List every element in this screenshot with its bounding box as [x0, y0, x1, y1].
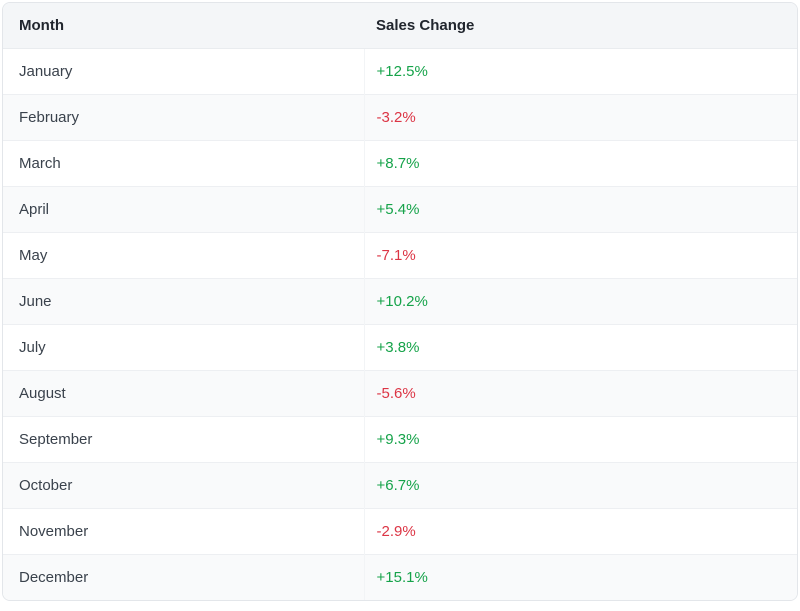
sales-change-cell: +8.7%: [363, 140, 797, 187]
table-row: May -7.1%: [3, 232, 797, 279]
table-row: November -2.9%: [3, 508, 797, 555]
sales-change-cell: +12.5%: [363, 48, 797, 95]
sales-change-cell: -3.2%: [363, 94, 797, 141]
column-header-sales-change: Sales Change: [364, 3, 797, 49]
month-cell: July: [3, 324, 364, 371]
month-cell: November: [3, 508, 364, 555]
table-body: January +12.5% February -3.2% March +8.7…: [3, 48, 797, 600]
month-cell: April: [3, 186, 364, 233]
header-row: Month Sales Change: [3, 3, 797, 49]
sales-change-table: Month Sales Change January +12.5% Februa…: [3, 3, 797, 600]
month-cell: March: [3, 140, 364, 187]
table-row: April +5.4%: [3, 186, 797, 233]
month-cell: September: [3, 416, 364, 463]
table-row: December +15.1%: [3, 554, 797, 600]
table-row: February -3.2%: [3, 94, 797, 141]
table-row: July +3.8%: [3, 324, 797, 371]
table-row: September +9.3%: [3, 416, 797, 463]
table-row: June +10.2%: [3, 278, 797, 325]
month-cell: May: [3, 232, 364, 279]
sales-change-cell: -7.1%: [363, 232, 797, 279]
month-cell: February: [3, 94, 364, 141]
sales-change-table-card: Month Sales Change January +12.5% Februa…: [2, 2, 798, 601]
sales-change-cell: -2.9%: [363, 508, 797, 555]
month-cell: January: [3, 48, 364, 95]
column-header-month: Month: [3, 3, 364, 49]
sales-change-cell: +9.3%: [363, 416, 797, 463]
month-cell: October: [3, 462, 364, 509]
month-cell: December: [3, 554, 364, 600]
sales-change-cell: +10.2%: [363, 278, 797, 325]
month-cell: August: [3, 370, 364, 417]
sales-change-cell: -5.6%: [363, 370, 797, 417]
table-header: Month Sales Change: [3, 3, 797, 49]
sales-change-cell: +5.4%: [363, 186, 797, 233]
table-row: March +8.7%: [3, 140, 797, 187]
table-row: October +6.7%: [3, 462, 797, 509]
sales-change-cell: +6.7%: [363, 462, 797, 509]
sales-change-cell: +15.1%: [363, 554, 797, 600]
table-row: January +12.5%: [3, 48, 797, 95]
sales-change-cell: +3.8%: [363, 324, 797, 371]
month-cell: June: [3, 278, 364, 325]
table-row: August -5.6%: [3, 370, 797, 417]
